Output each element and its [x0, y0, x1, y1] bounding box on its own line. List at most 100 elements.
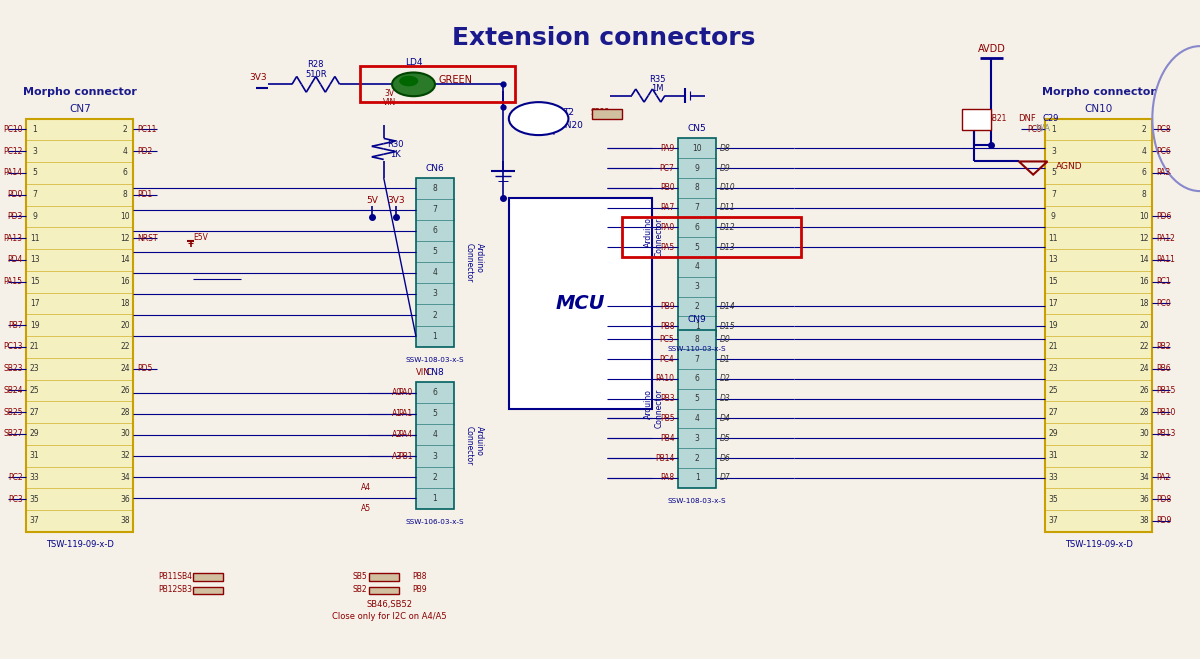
Text: 14: 14 — [120, 256, 130, 264]
Text: SB21: SB21 — [988, 114, 1007, 123]
Text: 5V: 5V — [366, 196, 378, 206]
Text: 36: 36 — [120, 495, 130, 503]
Text: PC1: PC1 — [1156, 277, 1170, 286]
Text: 30: 30 — [1139, 430, 1148, 438]
Text: VIN: VIN — [383, 98, 396, 107]
Text: 8: 8 — [695, 335, 700, 344]
Text: PB12SB3: PB12SB3 — [158, 585, 192, 594]
Bar — [370, 573, 400, 581]
Text: Morpho connector: Morpho connector — [1042, 87, 1156, 98]
Text: 17: 17 — [1049, 299, 1058, 308]
Text: 7: 7 — [695, 203, 700, 212]
Text: PB4: PB4 — [660, 434, 674, 443]
Text: 3: 3 — [432, 289, 437, 299]
Text: TSW-119-09-x-D: TSW-119-09-x-D — [1064, 540, 1133, 550]
Text: PD0: PD0 — [7, 190, 23, 199]
Text: PB8: PB8 — [413, 572, 427, 581]
Text: PA4: PA4 — [398, 430, 413, 440]
Text: 14: 14 — [1139, 256, 1148, 264]
Text: PA1: PA1 — [398, 409, 413, 418]
Text: PB6: PB6 — [1156, 364, 1170, 373]
Text: PB9: PB9 — [660, 302, 674, 311]
Text: 38: 38 — [1139, 517, 1148, 525]
Text: 12: 12 — [1139, 234, 1148, 243]
Bar — [678, 330, 716, 488]
Text: BSN20: BSN20 — [553, 121, 583, 130]
Text: 25: 25 — [1049, 386, 1058, 395]
Text: 38: 38 — [120, 517, 130, 525]
Text: N/A: N/A — [1036, 123, 1050, 132]
Text: 3V3: 3V3 — [250, 73, 268, 82]
Text: PB7: PB7 — [8, 321, 23, 330]
Text: 37: 37 — [30, 517, 40, 525]
Text: 8: 8 — [1141, 190, 1146, 199]
Text: 21: 21 — [30, 343, 40, 351]
Text: 1M: 1M — [652, 84, 664, 94]
Text: SB5: SB5 — [353, 572, 367, 581]
Text: AGND: AGND — [1056, 161, 1082, 171]
Text: PA0: PA0 — [660, 223, 674, 232]
Text: PA13: PA13 — [4, 234, 23, 243]
Text: 1: 1 — [432, 494, 437, 503]
Text: 27: 27 — [1049, 408, 1058, 416]
Text: 10: 10 — [120, 212, 130, 221]
Text: SSW-106-03-x-S: SSW-106-03-x-S — [406, 519, 464, 525]
Bar — [961, 109, 991, 130]
Circle shape — [400, 76, 419, 86]
Text: PC11: PC11 — [137, 125, 156, 134]
Text: 6: 6 — [432, 388, 437, 397]
Text: PC4: PC4 — [660, 355, 674, 364]
Text: 29: 29 — [30, 430, 40, 438]
Text: 5: 5 — [1051, 169, 1056, 177]
Text: VIN: VIN — [415, 368, 431, 378]
Bar — [416, 178, 454, 347]
Text: 10: 10 — [692, 144, 702, 153]
Text: Extension connectors: Extension connectors — [452, 26, 756, 50]
Text: D7: D7 — [720, 473, 731, 482]
Text: 33: 33 — [1049, 473, 1058, 482]
Text: SB27: SB27 — [4, 430, 23, 438]
Text: PB11SB4: PB11SB4 — [158, 572, 192, 581]
Text: PC3: PC3 — [8, 495, 23, 503]
Text: A2: A2 — [391, 430, 402, 440]
Text: 22: 22 — [120, 343, 130, 351]
Text: PD9: PD9 — [1156, 517, 1171, 525]
Text: Arduino
Connector: Arduino Connector — [644, 389, 664, 428]
Text: 7: 7 — [695, 355, 700, 364]
Text: PD4: PD4 — [7, 256, 23, 264]
Text: 5: 5 — [432, 247, 437, 256]
Text: 1: 1 — [1051, 125, 1056, 134]
Text: 13: 13 — [30, 256, 40, 264]
Bar — [678, 138, 716, 336]
Text: 34: 34 — [120, 473, 130, 482]
Text: D5: D5 — [720, 434, 731, 443]
Text: DNF: DNF — [1019, 114, 1036, 123]
Text: 20: 20 — [120, 321, 130, 330]
Text: 31: 31 — [1049, 451, 1058, 460]
Bar — [193, 587, 223, 594]
Text: 5: 5 — [432, 409, 437, 418]
Text: D11: D11 — [720, 203, 736, 212]
Text: 30: 30 — [120, 430, 130, 438]
Circle shape — [509, 102, 569, 135]
Text: PB13: PB13 — [1156, 430, 1175, 438]
Text: 16: 16 — [1139, 277, 1148, 286]
Text: Arduino
Connector: Arduino Connector — [464, 426, 484, 465]
Text: 15: 15 — [30, 277, 40, 286]
Text: 8: 8 — [432, 184, 437, 193]
Text: 15: 15 — [1049, 277, 1058, 286]
Text: PC2: PC2 — [8, 473, 23, 482]
Text: PC0: PC0 — [1156, 299, 1171, 308]
Text: 6: 6 — [432, 226, 437, 235]
Text: CN5: CN5 — [688, 124, 707, 133]
Text: D8: D8 — [720, 144, 731, 153]
Text: SB2: SB2 — [353, 585, 367, 594]
Text: 7: 7 — [32, 190, 37, 199]
Text: 4: 4 — [432, 430, 437, 440]
Text: PC7: PC7 — [660, 163, 674, 173]
Text: A1: A1 — [391, 409, 402, 418]
Text: D9: D9 — [720, 163, 731, 173]
Text: 20: 20 — [1139, 321, 1148, 330]
Text: 3: 3 — [695, 282, 700, 291]
Text: 5: 5 — [695, 394, 700, 403]
